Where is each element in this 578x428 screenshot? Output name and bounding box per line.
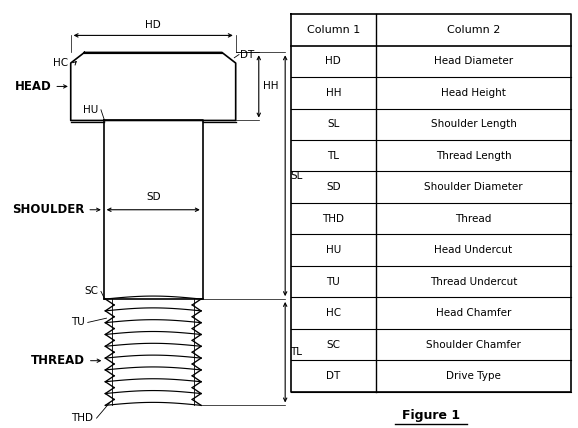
- Text: HU: HU: [325, 245, 341, 255]
- Text: THD: THD: [71, 413, 92, 423]
- Text: Column 1: Column 1: [307, 25, 360, 35]
- Text: HD: HD: [145, 20, 161, 30]
- Text: THD: THD: [323, 214, 344, 224]
- Text: TU: TU: [71, 318, 84, 327]
- Text: HD: HD: [325, 56, 341, 66]
- Text: Column 2: Column 2: [447, 25, 500, 35]
- Text: HC: HC: [326, 308, 341, 318]
- Text: HH: HH: [325, 88, 341, 98]
- Text: Head Diameter: Head Diameter: [434, 56, 513, 66]
- Text: Shoulder Length: Shoulder Length: [431, 119, 517, 129]
- Text: Head Undercut: Head Undercut: [435, 245, 513, 255]
- Text: Head Height: Head Height: [441, 88, 506, 98]
- Text: DT: DT: [326, 371, 340, 381]
- Text: SD: SD: [146, 192, 161, 202]
- Text: HEAD: HEAD: [14, 80, 51, 93]
- Text: Shoulder Diameter: Shoulder Diameter: [424, 182, 523, 192]
- Text: HU: HU: [83, 105, 98, 115]
- Text: SHOULDER: SHOULDER: [12, 203, 84, 216]
- Text: HC: HC: [53, 58, 68, 68]
- Text: DT: DT: [240, 50, 254, 59]
- Text: Thread: Thread: [455, 214, 492, 224]
- Text: THREAD: THREAD: [31, 354, 84, 367]
- Text: Head Chamfer: Head Chamfer: [436, 308, 511, 318]
- Text: TU: TU: [327, 276, 340, 287]
- Text: SL: SL: [290, 171, 302, 181]
- Text: TL: TL: [327, 151, 339, 161]
- Text: Figure 1: Figure 1: [402, 409, 460, 422]
- Text: Shoulder Chamfer: Shoulder Chamfer: [426, 339, 521, 350]
- Text: HH: HH: [263, 81, 279, 92]
- Text: Thread Undercut: Thread Undercut: [430, 276, 517, 287]
- Text: Drive Type: Drive Type: [446, 371, 501, 381]
- Text: SL: SL: [327, 119, 339, 129]
- Text: SC: SC: [84, 286, 98, 297]
- Text: SD: SD: [326, 182, 340, 192]
- Text: Thread Length: Thread Length: [436, 151, 512, 161]
- Text: TL: TL: [290, 347, 302, 357]
- Text: SC: SC: [327, 339, 340, 350]
